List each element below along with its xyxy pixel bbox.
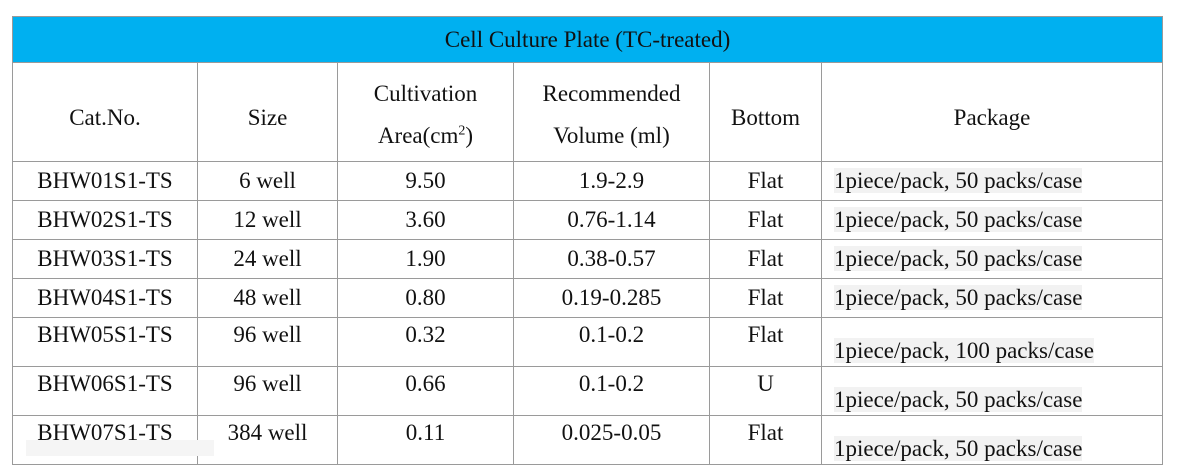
table-row: BHW01S1-TS 6 well 9.50 1.9-2.9 Flat 1pie… bbox=[12, 161, 1163, 201]
header-area-line2: Area(cm2) bbox=[338, 115, 513, 157]
cell-cat-no: BHW01S1-TS bbox=[12, 161, 198, 201]
cell-package: 1piece/pack, 50 packs/case bbox=[821, 239, 1163, 279]
cell-package: 1piece/pack, 100 packs/case bbox=[821, 317, 1163, 367]
cell-volume: 0.38-0.57 bbox=[513, 239, 710, 279]
header-cultivation-area: Cultivation Area(cm2) bbox=[337, 62, 514, 162]
cell-area: 0.80 bbox=[337, 278, 514, 318]
cell-package: 1piece/pack, 50 packs/case bbox=[821, 161, 1163, 201]
package-text: 1piece/pack, 50 packs/case bbox=[834, 246, 1083, 271]
title-row: Cell Culture Plate (TC-treated) bbox=[12, 16, 1163, 63]
header-size: Size bbox=[197, 62, 338, 162]
table-row: BHW05S1-TS 96 well 0.32 0.1-0.2 Flat 1pi… bbox=[12, 317, 1163, 367]
cell-bottom: Flat bbox=[709, 200, 822, 240]
table-row: BHW04S1-TS 48 well 0.80 0.19-0.285 Flat … bbox=[12, 278, 1163, 318]
cell-volume: 0.19-0.285 bbox=[513, 278, 710, 318]
cell-area: 3.60 bbox=[337, 200, 514, 240]
cell-size: 96 well bbox=[197, 366, 338, 416]
header-package: Package bbox=[821, 62, 1163, 162]
package-text: 1piece/pack, 100 packs/case bbox=[834, 338, 1094, 363]
header-volume-line2: Volume (ml) bbox=[553, 123, 670, 148]
cell-cat-no: BHW04S1-TS bbox=[12, 278, 198, 318]
header-area-close: ) bbox=[465, 123, 474, 148]
cell-area: 0.32 bbox=[337, 317, 514, 367]
header-bottom: Bottom bbox=[709, 62, 822, 162]
cell-volume: 0.1-0.2 bbox=[513, 317, 710, 367]
table-row: BHW02S1-TS 12 well 3.60 0.76-1.14 Flat 1… bbox=[12, 200, 1163, 240]
header-recommended-volume: Recommended Volume (ml) bbox=[513, 62, 710, 162]
cell-package: 1piece/pack, 50 packs/case bbox=[821, 415, 1163, 465]
cell-area: 9.50 bbox=[337, 161, 514, 201]
cell-size: 384 well bbox=[197, 415, 338, 465]
background-shade bbox=[26, 440, 214, 456]
package-text: 1piece/pack, 50 packs/case bbox=[834, 285, 1083, 310]
cell-volume: 0.1-0.2 bbox=[513, 366, 710, 416]
cell-size: 6 well bbox=[197, 161, 338, 201]
cell-area: 1.90 bbox=[337, 239, 514, 279]
header-area-sup: 2 bbox=[458, 123, 466, 139]
header-cat-no: Cat.No. bbox=[12, 62, 198, 162]
cell-bottom: Flat bbox=[709, 317, 822, 367]
cell-volume: 0.76-1.14 bbox=[513, 200, 710, 240]
cell-cat-no: BHW03S1-TS bbox=[12, 239, 198, 279]
cell-size: 48 well bbox=[197, 278, 338, 318]
package-text: 1piece/pack, 50 packs/case bbox=[834, 168, 1083, 193]
cell-package: 1piece/pack, 50 packs/case bbox=[821, 200, 1163, 240]
package-text: 1piece/pack, 50 packs/case bbox=[834, 436, 1083, 461]
cell-volume: 0.025-0.05 bbox=[513, 415, 710, 465]
header-area-line1: Cultivation bbox=[373, 81, 478, 106]
cell-culture-plate-table: Cell Culture Plate (TC-treated) Cat.No. … bbox=[12, 16, 1163, 465]
cell-size: 12 well bbox=[197, 200, 338, 240]
table-row: BHW03S1-TS 24 well 1.90 0.38-0.57 Flat 1… bbox=[12, 239, 1163, 279]
cell-bottom: Flat bbox=[709, 239, 822, 279]
package-text: 1piece/pack, 50 packs/case bbox=[834, 387, 1083, 412]
cell-bottom: Flat bbox=[709, 415, 822, 465]
package-text: 1piece/pack, 50 packs/case bbox=[834, 207, 1083, 232]
header-area-text: Area(cm bbox=[377, 123, 459, 148]
header-volume-line1: Recommended bbox=[542, 81, 681, 106]
cell-cat-no: BHW05S1-TS bbox=[12, 317, 198, 367]
cell-package: 1piece/pack, 50 packs/case bbox=[821, 278, 1163, 318]
table-title: Cell Culture Plate (TC-treated) bbox=[12, 16, 1163, 63]
cell-volume: 1.9-2.9 bbox=[513, 161, 710, 201]
cell-size: 96 well bbox=[197, 317, 338, 367]
cell-bottom: Flat bbox=[709, 161, 822, 201]
cell-cat-no: BHW02S1-TS bbox=[12, 200, 198, 240]
cell-area: 0.11 bbox=[337, 415, 514, 465]
cell-bottom: Flat bbox=[709, 278, 822, 318]
cell-package: 1piece/pack, 50 packs/case bbox=[821, 366, 1163, 416]
cell-cat-no: BHW06S1-TS bbox=[12, 366, 198, 416]
cell-bottom: U bbox=[709, 366, 822, 416]
cell-size: 24 well bbox=[197, 239, 338, 279]
table-row: BHW06S1-TS 96 well 0.66 0.1-0.2 U 1piece… bbox=[12, 366, 1163, 416]
cell-area: 0.66 bbox=[337, 366, 514, 416]
header-row: Cat.No. Size Cultivation Area(cm2) Recom… bbox=[12, 62, 1163, 162]
